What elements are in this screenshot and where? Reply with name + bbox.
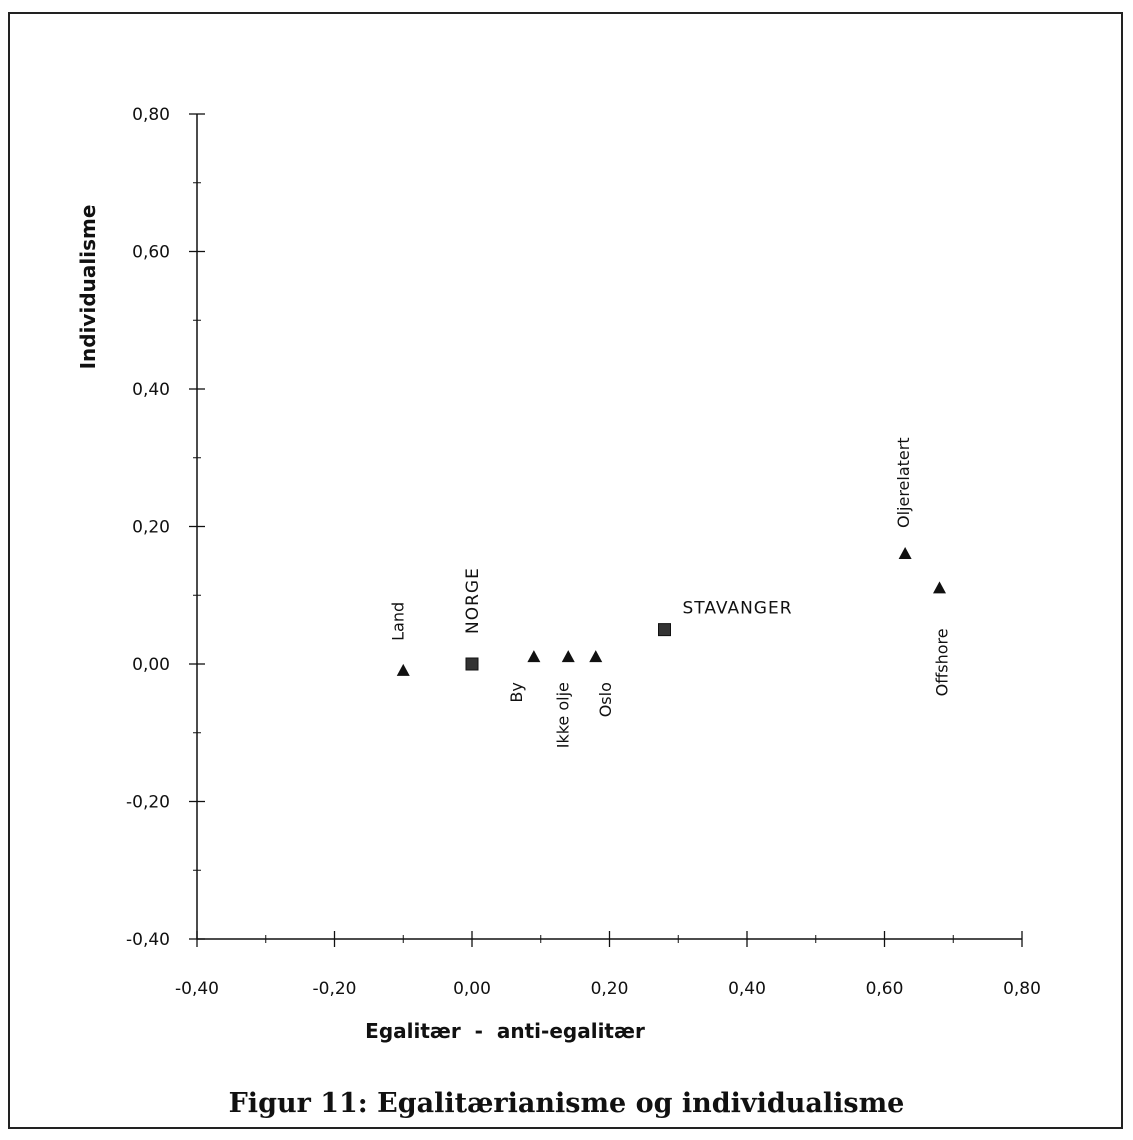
x-tick-label: -0,20 xyxy=(313,979,357,999)
x-tick-label: 0,00 xyxy=(453,979,491,999)
y-tick-label: 0,40 xyxy=(132,380,170,400)
y-tick-label: 0,80 xyxy=(132,105,170,125)
point-label-stavanger: STAVANGER xyxy=(683,599,793,619)
point-label-oljerelatert: Oljerelatert xyxy=(894,437,913,528)
figure-caption: Figur 11: Egalitærianisme og individuali… xyxy=(228,1088,905,1119)
point-offshore xyxy=(933,581,946,594)
y-tick-label: 0,60 xyxy=(132,243,170,263)
y-tick-label: -0,40 xyxy=(126,930,170,950)
point-label-oslo: Oslo xyxy=(596,682,615,717)
point-label-by: By xyxy=(507,682,526,702)
point-label-land: Land xyxy=(388,602,407,641)
point-label-ikke-olje: Ikke olje xyxy=(553,682,572,748)
point-by xyxy=(527,650,541,663)
point-label-norge: NORGE xyxy=(463,567,483,634)
x-tick-label: 0,40 xyxy=(728,979,766,999)
point-oljerelatert xyxy=(898,547,912,559)
ticks: -0,40 -0,20 0,00 0,20 0,40 0,60 0,80 -0,40 -0,20… xyxy=(126,105,1041,999)
x-axis-title: Egalitær - anti-egalitær xyxy=(365,1019,645,1043)
x-tick-label: 0,80 xyxy=(1003,979,1041,999)
x-tick-label: -0,40 xyxy=(175,979,219,999)
figure-frame xyxy=(8,12,1123,1129)
y-axis-title: Individualisme xyxy=(76,205,100,370)
y-tick-label: -0,20 xyxy=(126,793,170,813)
x-tick-label: 0,20 xyxy=(591,979,629,999)
point-norge xyxy=(465,657,479,671)
y-tick-label: 0,00 xyxy=(132,655,170,675)
point-stavanger xyxy=(658,623,671,637)
point-oslo xyxy=(589,650,603,663)
point-land xyxy=(396,663,410,676)
data-points: Land NORGE By Ikke olje Oslo STAVANGER Oljerel… xyxy=(388,437,951,748)
y-tick-label: 0,20 xyxy=(132,518,170,538)
point-label-offshore: Offshore xyxy=(933,628,952,696)
point-ikke-olje xyxy=(561,650,575,663)
x-tick-label: 0,60 xyxy=(866,979,904,999)
